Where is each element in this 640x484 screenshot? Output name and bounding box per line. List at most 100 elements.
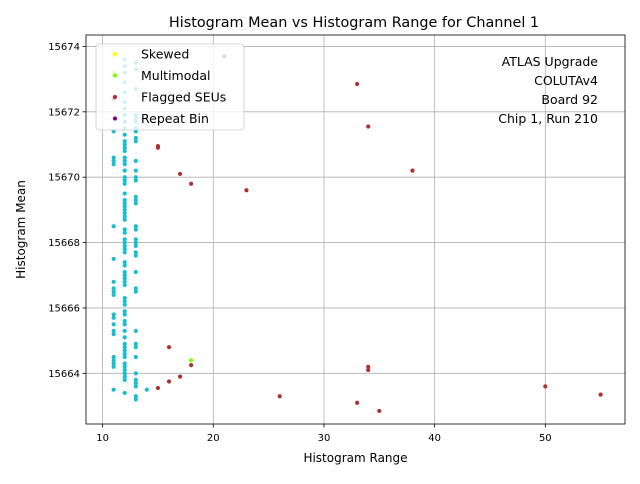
data-point bbox=[122, 371, 127, 376]
data-point bbox=[111, 358, 116, 363]
data-point bbox=[111, 158, 116, 163]
data-point bbox=[189, 181, 194, 186]
chart-title: Histogram Mean vs Histogram Range for Ch… bbox=[169, 15, 539, 31]
series-normal bbox=[111, 57, 149, 402]
data-point bbox=[189, 363, 194, 368]
data-point bbox=[122, 158, 127, 163]
data-point bbox=[122, 312, 127, 317]
data-point bbox=[122, 260, 127, 265]
data-point bbox=[133, 224, 138, 229]
data-point bbox=[144, 387, 149, 392]
y-tick-label: 15670 bbox=[48, 173, 80, 184]
data-point bbox=[122, 328, 127, 333]
data-point bbox=[244, 188, 249, 193]
data-point bbox=[122, 247, 127, 252]
legend-marker bbox=[112, 51, 118, 57]
data-point bbox=[122, 250, 127, 255]
data-point bbox=[122, 269, 127, 275]
data-point bbox=[122, 132, 127, 137]
data-point bbox=[166, 345, 172, 350]
data-point bbox=[122, 237, 127, 242]
legend-label: Skewed bbox=[141, 47, 189, 62]
data-point bbox=[111, 322, 116, 327]
x-tick-label: 20 bbox=[207, 433, 220, 444]
data-point bbox=[122, 168, 127, 173]
data-point bbox=[177, 171, 183, 177]
data-point bbox=[355, 81, 360, 87]
data-point bbox=[122, 263, 127, 268]
data-point bbox=[133, 135, 138, 141]
data-point bbox=[377, 408, 382, 414]
data-point bbox=[122, 148, 127, 154]
data-point bbox=[133, 286, 138, 291]
data-point bbox=[122, 296, 127, 301]
data-point bbox=[122, 214, 127, 219]
data-point bbox=[122, 279, 127, 284]
data-point bbox=[122, 145, 127, 150]
data-point bbox=[122, 243, 127, 248]
legend-marker bbox=[112, 116, 118, 121]
data-point bbox=[122, 345, 127, 350]
data-point bbox=[133, 384, 138, 389]
data-point bbox=[133, 394, 138, 399]
data-point bbox=[111, 256, 116, 262]
data-point bbox=[122, 155, 127, 160]
legend-label: Repeat Bin bbox=[141, 111, 209, 126]
data-point bbox=[122, 227, 127, 232]
data-point bbox=[122, 276, 127, 281]
data-point bbox=[133, 240, 138, 245]
legend: Skewed Multimodal Flagged SEUs Repeat Bin bbox=[95, 43, 245, 131]
data-point bbox=[133, 354, 138, 360]
annotation-line: COLUTAv4 bbox=[534, 73, 598, 88]
data-point bbox=[122, 162, 127, 167]
data-point bbox=[366, 364, 371, 369]
data-point bbox=[122, 374, 127, 379]
data-point bbox=[133, 250, 138, 255]
data-point bbox=[122, 361, 127, 366]
data-point bbox=[111, 387, 116, 392]
data-point bbox=[111, 279, 116, 284]
legend-label: Multimodal bbox=[141, 68, 210, 83]
data-point bbox=[122, 351, 127, 356]
data-point bbox=[122, 367, 127, 373]
annotation-line: Chip 1, Run 210 bbox=[498, 111, 598, 126]
data-point bbox=[166, 379, 172, 384]
data-point bbox=[122, 240, 127, 245]
data-point bbox=[133, 194, 138, 199]
x-axis-label: Histogram Range bbox=[303, 451, 407, 465]
data-point bbox=[133, 175, 138, 180]
data-point bbox=[133, 341, 138, 347]
data-point bbox=[111, 292, 116, 297]
data-point bbox=[111, 328, 116, 333]
data-point bbox=[122, 201, 127, 206]
data-point bbox=[111, 354, 116, 360]
data-point bbox=[133, 139, 138, 144]
data-point bbox=[122, 181, 127, 186]
x-tick-label: 40 bbox=[428, 433, 441, 444]
data-point bbox=[122, 335, 127, 340]
plot-frame bbox=[85, 34, 626, 425]
data-point bbox=[133, 227, 138, 232]
data-point bbox=[133, 253, 138, 258]
data-point bbox=[133, 158, 138, 163]
data-point bbox=[122, 341, 127, 347]
data-point bbox=[133, 197, 138, 203]
data-point bbox=[111, 312, 116, 317]
legend-marker bbox=[112, 94, 118, 100]
data-point bbox=[122, 390, 127, 396]
data-point bbox=[111, 286, 116, 291]
y-axis-label: Histogram Mean bbox=[14, 180, 28, 279]
data-point bbox=[111, 155, 116, 160]
data-point bbox=[155, 145, 161, 150]
legend-marker bbox=[112, 73, 118, 78]
data-point bbox=[122, 348, 127, 353]
x-tick-label: 10 bbox=[96, 433, 109, 444]
data-point bbox=[111, 224, 116, 229]
data-point bbox=[410, 168, 415, 173]
data-point bbox=[133, 243, 138, 248]
data-point bbox=[543, 384, 548, 389]
y-tick-label: 15664 bbox=[48, 369, 80, 380]
data-point bbox=[122, 322, 127, 327]
data-point bbox=[122, 282, 127, 288]
